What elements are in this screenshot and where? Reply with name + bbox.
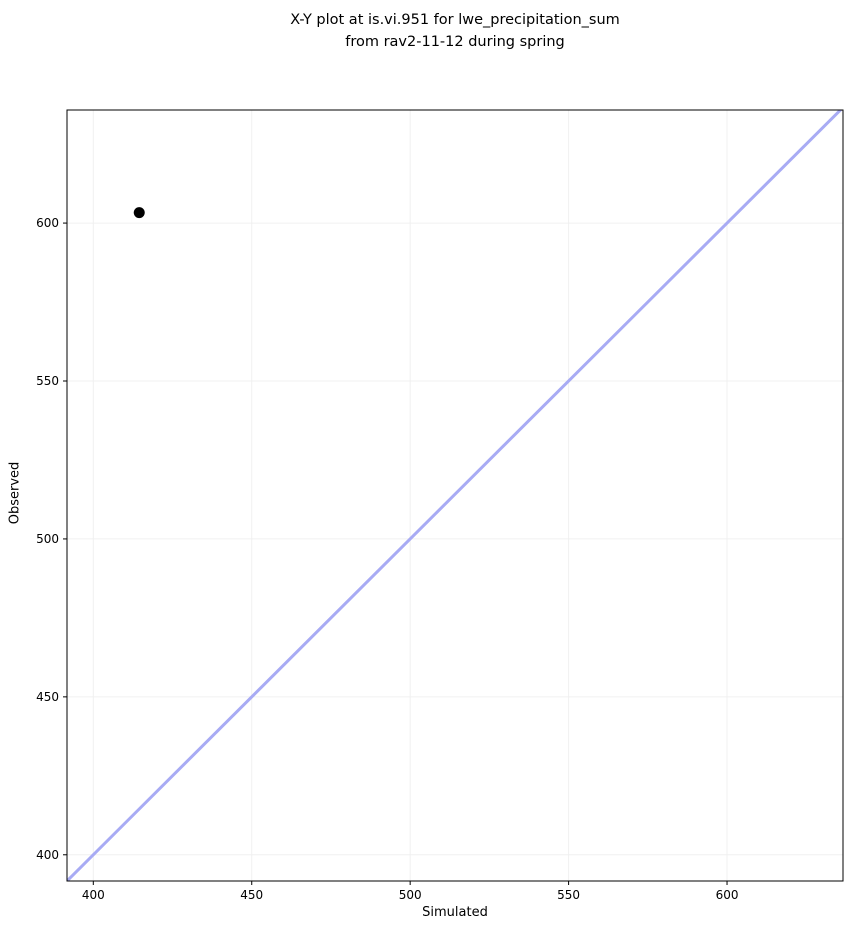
x-tick-label: 550 — [557, 888, 580, 902]
x-tick-label: 450 — [240, 888, 263, 902]
x-tick-label: 400 — [82, 888, 105, 902]
data-point — [133, 207, 145, 219]
chart-title-line-2: from rav2-11-12 during spring — [345, 34, 565, 50]
y-tick-label: 550 — [36, 374, 59, 388]
y-tick-label: 400 — [36, 848, 59, 862]
plot-border — [66, 109, 844, 882]
x-tick-label: 600 — [716, 888, 739, 902]
chart-title: X-Y plot at is.vi.951 for lwe_precipitat… — [67, 9, 843, 53]
y-tick-label: 450 — [36, 690, 59, 704]
identity-line — [67, 110, 843, 881]
y-tick-label: 600 — [36, 216, 59, 230]
x-axis-label: Simulated — [422, 905, 488, 920]
y-tick-label: 500 — [36, 532, 59, 546]
chart-title-line-1: X-Y plot at is.vi.951 for lwe_precipitat… — [290, 12, 620, 28]
x-tick-label: 500 — [399, 888, 422, 902]
y-axis-label: Observed — [7, 461, 23, 525]
